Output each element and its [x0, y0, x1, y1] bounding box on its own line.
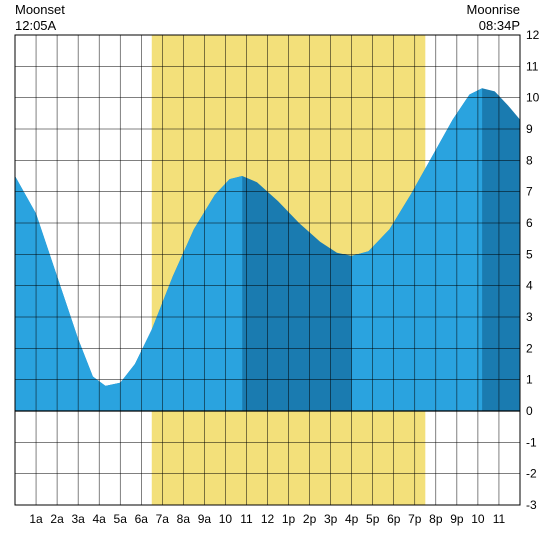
x-tick-label: 4a	[92, 512, 106, 526]
x-tick-label: 4p	[345, 512, 359, 526]
moonrise-time: 08:34P	[479, 18, 520, 33]
moonset-time: 12:05A	[15, 18, 57, 33]
tide-chart: 1211109876543210-1-2-31a2a3a4a5a6a7a8a9a…	[0, 0, 550, 550]
y-tick-label: 12	[526, 28, 540, 42]
y-tick-label: 2	[526, 341, 533, 355]
y-tick-label: -1	[526, 435, 537, 449]
x-tick-label: 1p	[282, 512, 296, 526]
y-tick-label: 7	[526, 185, 533, 199]
y-tick-label: 9	[526, 122, 533, 136]
y-tick-label: 5	[526, 247, 533, 261]
y-tick-label: 11	[526, 59, 539, 73]
y-tick-label: 4	[526, 279, 533, 293]
moonset-title: Moonset	[15, 2, 65, 17]
x-tick-label: 2p	[303, 512, 317, 526]
x-tick-label: 9p	[450, 512, 464, 526]
x-tick-label: 5a	[114, 512, 128, 526]
x-tick-label: 12	[261, 512, 275, 526]
x-tick-label: 9a	[198, 512, 212, 526]
x-tick-label: 6a	[135, 512, 149, 526]
x-tick-label: 3a	[71, 512, 85, 526]
x-tick-label: 10	[471, 512, 485, 526]
x-tick-label: 11	[240, 512, 253, 526]
y-tick-label: 0	[526, 404, 533, 418]
x-tick-label: 1a	[29, 512, 43, 526]
x-tick-label: 7p	[408, 512, 422, 526]
y-tick-label: -2	[526, 467, 537, 481]
x-tick-label: 6p	[387, 512, 401, 526]
chart-svg: 1211109876543210-1-2-31a2a3a4a5a6a7a8a9a…	[0, 0, 550, 550]
y-tick-label: 8	[526, 153, 533, 167]
x-tick-label: 10	[219, 512, 233, 526]
y-tick-label: 3	[526, 310, 533, 324]
x-tick-label: 8a	[177, 512, 191, 526]
x-tick-label: 3p	[324, 512, 338, 526]
y-tick-label: 1	[526, 373, 533, 387]
moonrise-title: Moonrise	[467, 2, 520, 17]
x-tick-label: 2a	[50, 512, 64, 526]
x-tick-label: 5p	[366, 512, 380, 526]
x-tick-label: 7a	[156, 512, 170, 526]
y-tick-label: -3	[526, 498, 537, 512]
x-tick-label: 8p	[429, 512, 443, 526]
y-tick-label: 6	[526, 216, 533, 230]
x-tick-label: 11	[493, 512, 506, 526]
y-tick-label: 10	[526, 91, 540, 105]
